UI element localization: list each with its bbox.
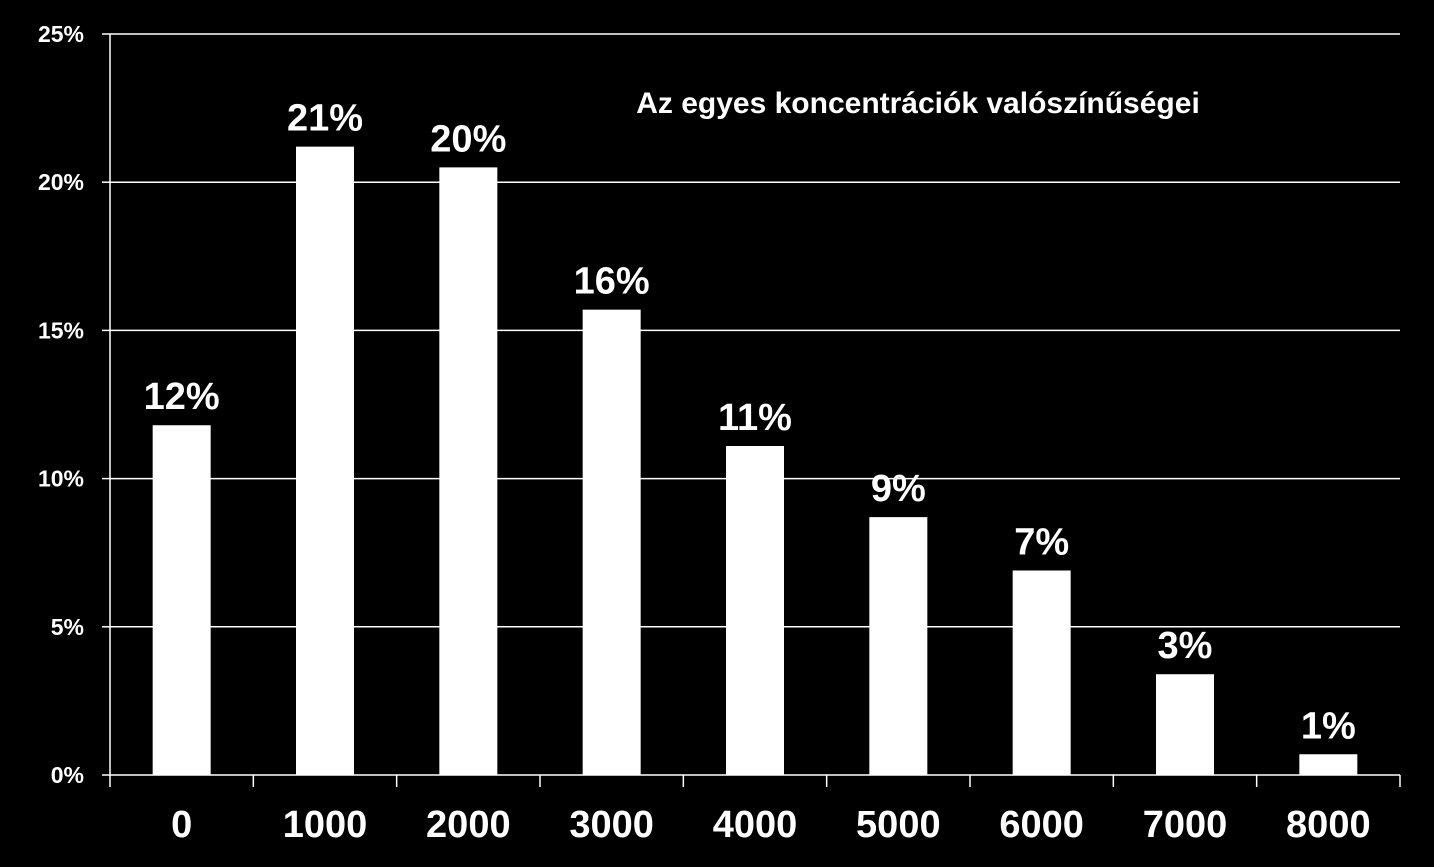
data-label: 1% bbox=[1301, 705, 1356, 747]
data-labels: 12% 21% 20% 16% 11% 9% 7% 3% 1% bbox=[144, 98, 1356, 748]
data-label: 7% bbox=[1014, 521, 1069, 563]
data-label: 12% bbox=[144, 376, 220, 418]
x-tick-label: 6000 bbox=[999, 804, 1084, 846]
x-tick-label: 0 bbox=[171, 804, 192, 846]
x-tick-label: 8000 bbox=[1286, 804, 1371, 846]
bar bbox=[726, 445, 784, 775]
data-label: 3% bbox=[1158, 625, 1213, 667]
x-axis-tick-labels: 0 1000 2000 3000 4000 5000 6000 7000 8000 bbox=[171, 804, 1371, 846]
y-tick-label: 25% bbox=[38, 21, 84, 47]
data-label: 11% bbox=[718, 397, 792, 439]
y-axis-tick-labels: 0% 5% 10% 15% 20% 25% bbox=[38, 21, 84, 788]
x-tick-label: 2000 bbox=[426, 804, 511, 846]
x-tick-label: 4000 bbox=[713, 804, 798, 846]
bars bbox=[152, 146, 1358, 775]
data-label: 9% bbox=[871, 468, 926, 510]
y-tick-label: 0% bbox=[51, 762, 84, 788]
y-tick-label: 5% bbox=[51, 614, 84, 640]
bar bbox=[152, 425, 211, 775]
data-label: 21% bbox=[287, 98, 363, 140]
y-tick-label: 10% bbox=[38, 466, 84, 492]
x-tick-label: 5000 bbox=[856, 804, 941, 846]
bar bbox=[1299, 754, 1358, 775]
bar bbox=[869, 517, 928, 775]
y-tick-label: 15% bbox=[38, 317, 84, 343]
chart-title: Az egyes koncentrációk valószínűségei bbox=[636, 87, 1200, 120]
data-label: 16% bbox=[574, 261, 650, 303]
bar bbox=[1156, 674, 1214, 775]
bar bbox=[439, 167, 498, 775]
bar bbox=[582, 309, 641, 775]
bar bbox=[1012, 570, 1071, 775]
y-tick-label: 20% bbox=[38, 169, 84, 195]
x-tick-label: 7000 bbox=[1143, 804, 1228, 846]
bar bbox=[296, 146, 354, 775]
x-tick-label: 3000 bbox=[569, 804, 654, 846]
x-tick-label: 1000 bbox=[283, 804, 368, 846]
data-label: 20% bbox=[430, 118, 506, 160]
